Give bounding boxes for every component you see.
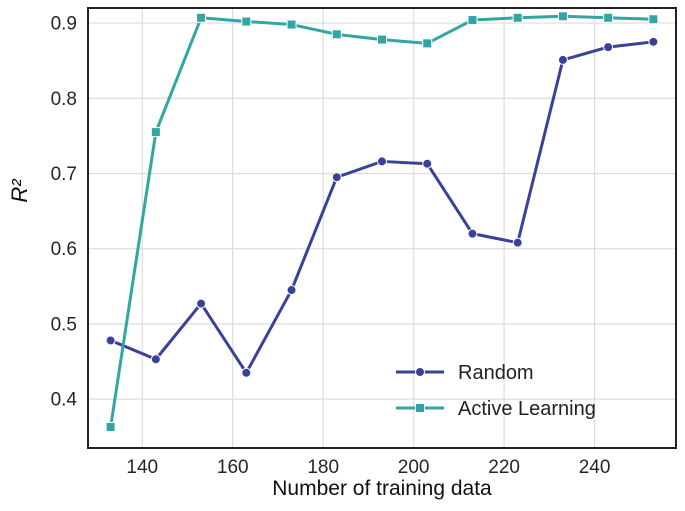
legend-label: Active Learning [458,398,596,420]
marker-active-learning [603,12,614,23]
gridlines [88,8,676,448]
marker-random [196,298,207,309]
marker-random [648,36,659,47]
marker-active-learning [196,12,207,23]
x-tick-label: 220 [488,457,520,478]
x-tick-label: 160 [217,457,249,478]
marker-active-learning [286,19,297,30]
y-tick-labels: 0.4 0.5 0.6 0.7 0.8 0.9 [51,14,78,411]
marker-active-learning [648,14,659,25]
marker-active-learning [557,11,568,22]
marker-random [331,172,342,183]
marker-random [422,158,433,169]
legend-item-random: Random [396,362,534,384]
y-tick-label: 0.7 [51,164,77,185]
marker-random [286,285,297,296]
marker-random [105,335,116,346]
legend-item-active-learning: Active Learning [396,398,596,420]
legend: Random Active Learning [396,362,596,420]
x-tick-label: 240 [579,457,611,478]
marker-random [150,354,161,365]
y-tick-label: 0.9 [51,14,77,35]
marker-random [377,156,387,167]
x-tick-label: 180 [307,457,339,478]
y-tick-label: 0.4 [51,390,78,411]
marker-random [603,42,614,53]
marker-active-learning [377,34,387,45]
x-tick-label: 200 [398,457,430,478]
plot-border [87,7,677,449]
marker-random [557,54,568,65]
marker-random [415,367,425,377]
marker-active-learning [105,421,116,432]
series-random [105,36,659,378]
y-axis-label: R² [7,179,32,203]
marker-random [467,228,478,239]
x-axis-label: Number of training data [272,477,492,500]
series-active-learning [105,11,659,432]
marker-random [512,237,523,248]
y-tick-label: 0.5 [51,314,77,335]
x-tick-labels: 140 160 180 200 220 240 [126,457,610,478]
y-tick-label: 0.6 [51,239,77,260]
x-tick-label: 140 [126,457,158,478]
marker-active-learning [241,16,252,27]
marker-active-learning [422,38,433,49]
legend-label: Random [458,362,534,384]
marker-active-learning [467,15,478,26]
marker-active-learning [331,29,342,40]
marker-active-learning [512,12,523,23]
marker-random [241,367,252,378]
marker-active-learning [415,403,425,413]
y-tick-label: 0.8 [51,89,77,110]
marker-active-learning [150,127,161,138]
